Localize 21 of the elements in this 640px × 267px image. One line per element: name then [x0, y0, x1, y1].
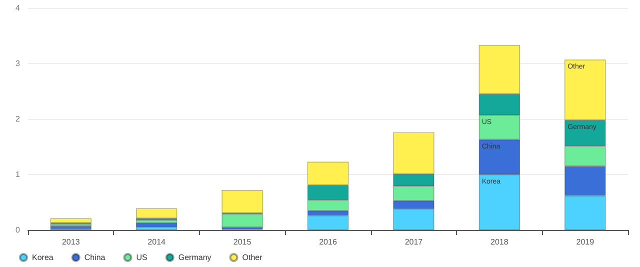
x-tick-label: 2019: [576, 238, 595, 246]
x-tick-label: 2016: [319, 238, 338, 246]
y-tick-label: 3: [16, 59, 21, 68]
y-tick-label: 2: [16, 114, 21, 124]
y-tick-label: 4: [16, 4, 21, 12]
legend-label: China: [84, 253, 106, 262]
x-tick-label: 2013: [62, 238, 80, 246]
bar: [50, 218, 92, 223]
x-tick-label: 2014: [148, 238, 166, 246]
x-tick-label: 2015: [233, 238, 252, 246]
legend-label: Other: [242, 253, 263, 262]
y-tick-label: 1: [16, 170, 21, 179]
legend-label: Korea: [32, 253, 54, 262]
y-tick-label: 0: [16, 226, 21, 234]
bar: [50, 226, 92, 229]
x-tick-label: 2018: [490, 238, 509, 246]
legend-label: Germany: [178, 253, 212, 262]
bar: [136, 227, 178, 230]
x-tick-label: 2017: [404, 238, 424, 246]
bar: [136, 222, 178, 228]
legend-label: US: [136, 253, 148, 262]
